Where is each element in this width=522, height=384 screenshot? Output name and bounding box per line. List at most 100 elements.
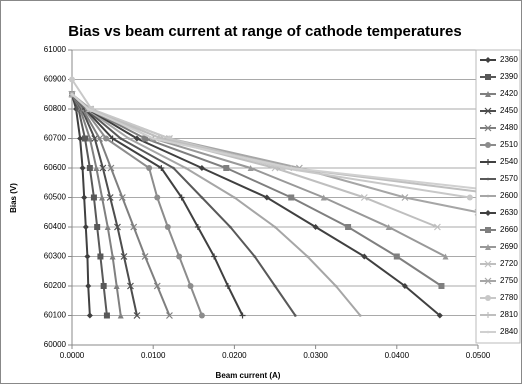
marker [107,164,115,172]
marker [436,312,443,319]
marker [200,196,204,199]
marker [484,277,492,285]
marker [223,165,230,171]
y-tick-label: 60400 [44,222,67,231]
marker [320,194,327,201]
marker [93,165,100,171]
marker [94,224,101,230]
legend-label: 2480 [500,123,518,132]
marker [81,135,88,142]
legend-label: 2720 [500,259,518,268]
legend-label: 2510 [500,140,518,149]
marker [85,283,92,289]
marker [273,225,277,229]
marker [90,194,97,201]
x-tick-label: 0.0200 [222,351,247,360]
marker [120,253,128,260]
marker [166,312,173,319]
y-tick-label: 60500 [44,193,67,202]
marker [77,135,84,142]
marker [86,312,93,319]
marker [69,76,75,83]
marker [164,224,171,230]
legend-label: 2540 [500,157,518,166]
marker [103,312,110,319]
marker [151,137,155,140]
marker [109,135,116,142]
marker [75,106,82,112]
marker [334,284,338,288]
marker [345,224,352,230]
x-tick-label: 0.0000 [60,351,85,360]
legend-label: 2630 [500,208,518,217]
y-tick-label: 60200 [44,281,67,290]
y-tick-label: 60900 [44,75,67,84]
legend-label: 2690 [500,242,518,251]
marker [485,91,491,97]
legend-label: 2780 [500,293,518,302]
marker [485,159,491,165]
y-tick-label: 60700 [44,134,67,143]
marker [486,194,490,198]
marker [133,312,141,319]
y-tick-label: 60100 [44,311,67,320]
marker [224,283,231,289]
marker [84,253,91,260]
marker [127,137,131,140]
marker [106,194,114,201]
marker [312,224,319,230]
x-tick-label: 0.0100 [141,351,166,360]
marker [81,194,88,201]
marker [485,295,491,301]
marker [96,135,104,142]
marker [273,284,277,288]
y-tick-label: 60300 [44,252,67,261]
marker [401,194,409,201]
marker [253,255,256,258]
marker [198,312,205,319]
marker [153,282,161,290]
y-tick-label: 60000 [44,340,67,349]
marker [194,224,201,230]
marker [263,194,270,201]
marker [289,166,293,170]
x-tick-label: 0.0400 [385,351,410,360]
marker [485,142,491,148]
marker [86,107,90,111]
legend-label: 2360 [500,55,518,64]
marker [86,135,93,142]
marker [146,165,153,171]
marker [127,282,134,290]
y-tick-label: 60600 [44,163,67,172]
marker [360,194,368,201]
chart-title: Bias vs beam current at range of cathode… [68,23,461,40]
marker [119,137,123,140]
marker [91,135,99,142]
marker [485,57,491,63]
marker [433,223,441,231]
legend-label: 2750 [500,276,518,285]
marker [294,314,297,317]
legend-label: 2660 [500,225,518,234]
marker [485,74,491,80]
legend-label: 2570 [500,174,518,183]
marker [198,165,205,171]
marker [104,224,111,230]
x-axis-title: Beam current (A) [216,371,281,380]
legend-label: 2810 [500,310,518,319]
marker [306,255,309,258]
marker [99,194,106,201]
y-axis-title: Bias (V) [9,183,18,213]
marker [100,283,107,289]
marker [485,210,491,216]
marker [113,283,120,289]
marker [484,260,492,268]
marker [178,194,185,201]
marker [233,196,236,199]
y-tick-label: 60800 [44,104,67,113]
marker [361,253,368,260]
marker [133,135,140,142]
marker [158,165,165,171]
legend-label: 2390 [500,72,518,81]
